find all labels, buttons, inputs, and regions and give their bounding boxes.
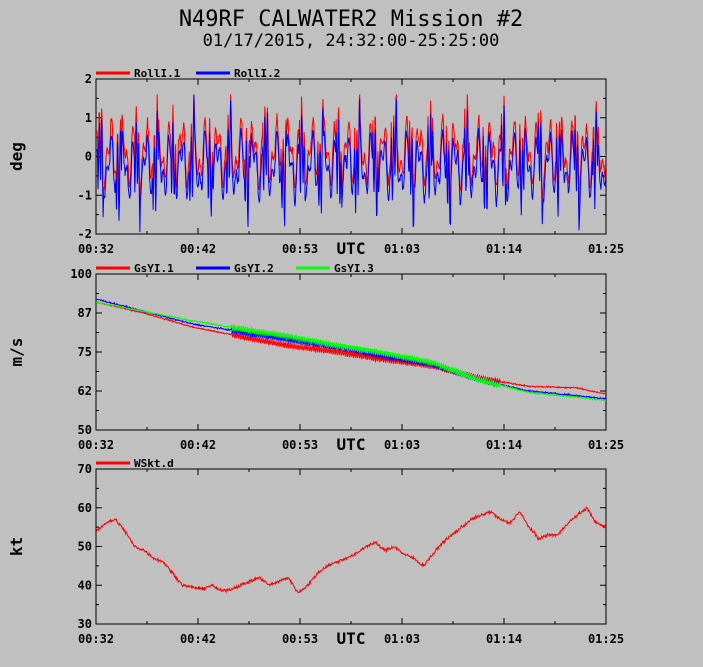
series-line: [96, 94, 606, 233]
x-tick-label: 01:25: [588, 632, 624, 646]
y-axis-label: deg: [7, 142, 26, 171]
y-tick-label: 62: [78, 384, 92, 398]
chart-subtitle: 01/17/2015, 24:32:00-25:25:00: [203, 31, 500, 51]
legend-label: WSkt.d: [134, 457, 174, 470]
y-tick-label: 40: [78, 578, 92, 592]
legend-label: GsYI.2: [234, 262, 274, 275]
x-tick-label: 01:14: [486, 632, 522, 646]
x-tick-label: 00:32: [78, 242, 114, 256]
legend-label: GsYI.3: [334, 262, 374, 275]
y-tick-label: 0: [85, 150, 92, 164]
x-tick-label: 00:53: [282, 438, 318, 452]
y-tick-label: 60: [78, 501, 92, 515]
x-tick-label: 01:14: [486, 438, 522, 452]
x-tick-label: 00:42: [180, 632, 216, 646]
y-axis-label: m/s: [7, 338, 26, 367]
x-tick-label: 01:25: [588, 242, 624, 256]
y-tick-label: -1: [78, 188, 92, 202]
x-axis-label: UTC: [337, 239, 366, 258]
legend-label: RollI.1: [134, 67, 181, 80]
y-tick-label: 30: [78, 617, 92, 631]
series-line: [96, 506, 606, 595]
y-tick-label: 2: [85, 72, 92, 86]
x-tick-label: 00:42: [180, 438, 216, 452]
x-tick-label: 01:14: [486, 242, 522, 256]
series-line: [96, 301, 606, 402]
y-tick-label: 87: [78, 306, 92, 320]
chart-title: N49RF CALWATER2 Mission #2: [179, 7, 523, 32]
x-tick-label: 01:03: [384, 438, 420, 452]
y-axis-label: kt: [7, 537, 26, 556]
x-tick-label: 00:53: [282, 632, 318, 646]
x-tick-label: 00:53: [282, 242, 318, 256]
x-tick-label: 00:32: [78, 632, 114, 646]
y-tick-label: -2: [78, 227, 92, 241]
legend-label: GsYI.1: [134, 262, 174, 275]
legend-label: RollI.2: [234, 67, 280, 80]
x-tick-label: 00:42: [180, 242, 216, 256]
x-tick-label: 01:03: [384, 632, 420, 646]
x-tick-label: 01:03: [384, 242, 420, 256]
x-axis-label: UTC: [337, 629, 366, 648]
roll-panel: 2 1 0 -1 -200:32 00:42 00:53 01:03 01:14 01:25 UTC…: [7, 67, 624, 258]
x-tick-label: 00:32: [78, 438, 114, 452]
y-tick-label: 50: [78, 540, 92, 554]
y-tick-label: 1: [85, 111, 92, 125]
y-tick-label: 70: [78, 462, 92, 476]
x-axis-label: UTC: [337, 435, 366, 454]
x-tick-label: 01:25: [588, 438, 624, 452]
plot-frame: [95, 468, 607, 625]
y-tick-label: 100: [70, 267, 92, 281]
y-tick-label: 75: [78, 345, 92, 359]
y-tick-label: 50: [78, 423, 92, 437]
series-line: [96, 300, 606, 395]
